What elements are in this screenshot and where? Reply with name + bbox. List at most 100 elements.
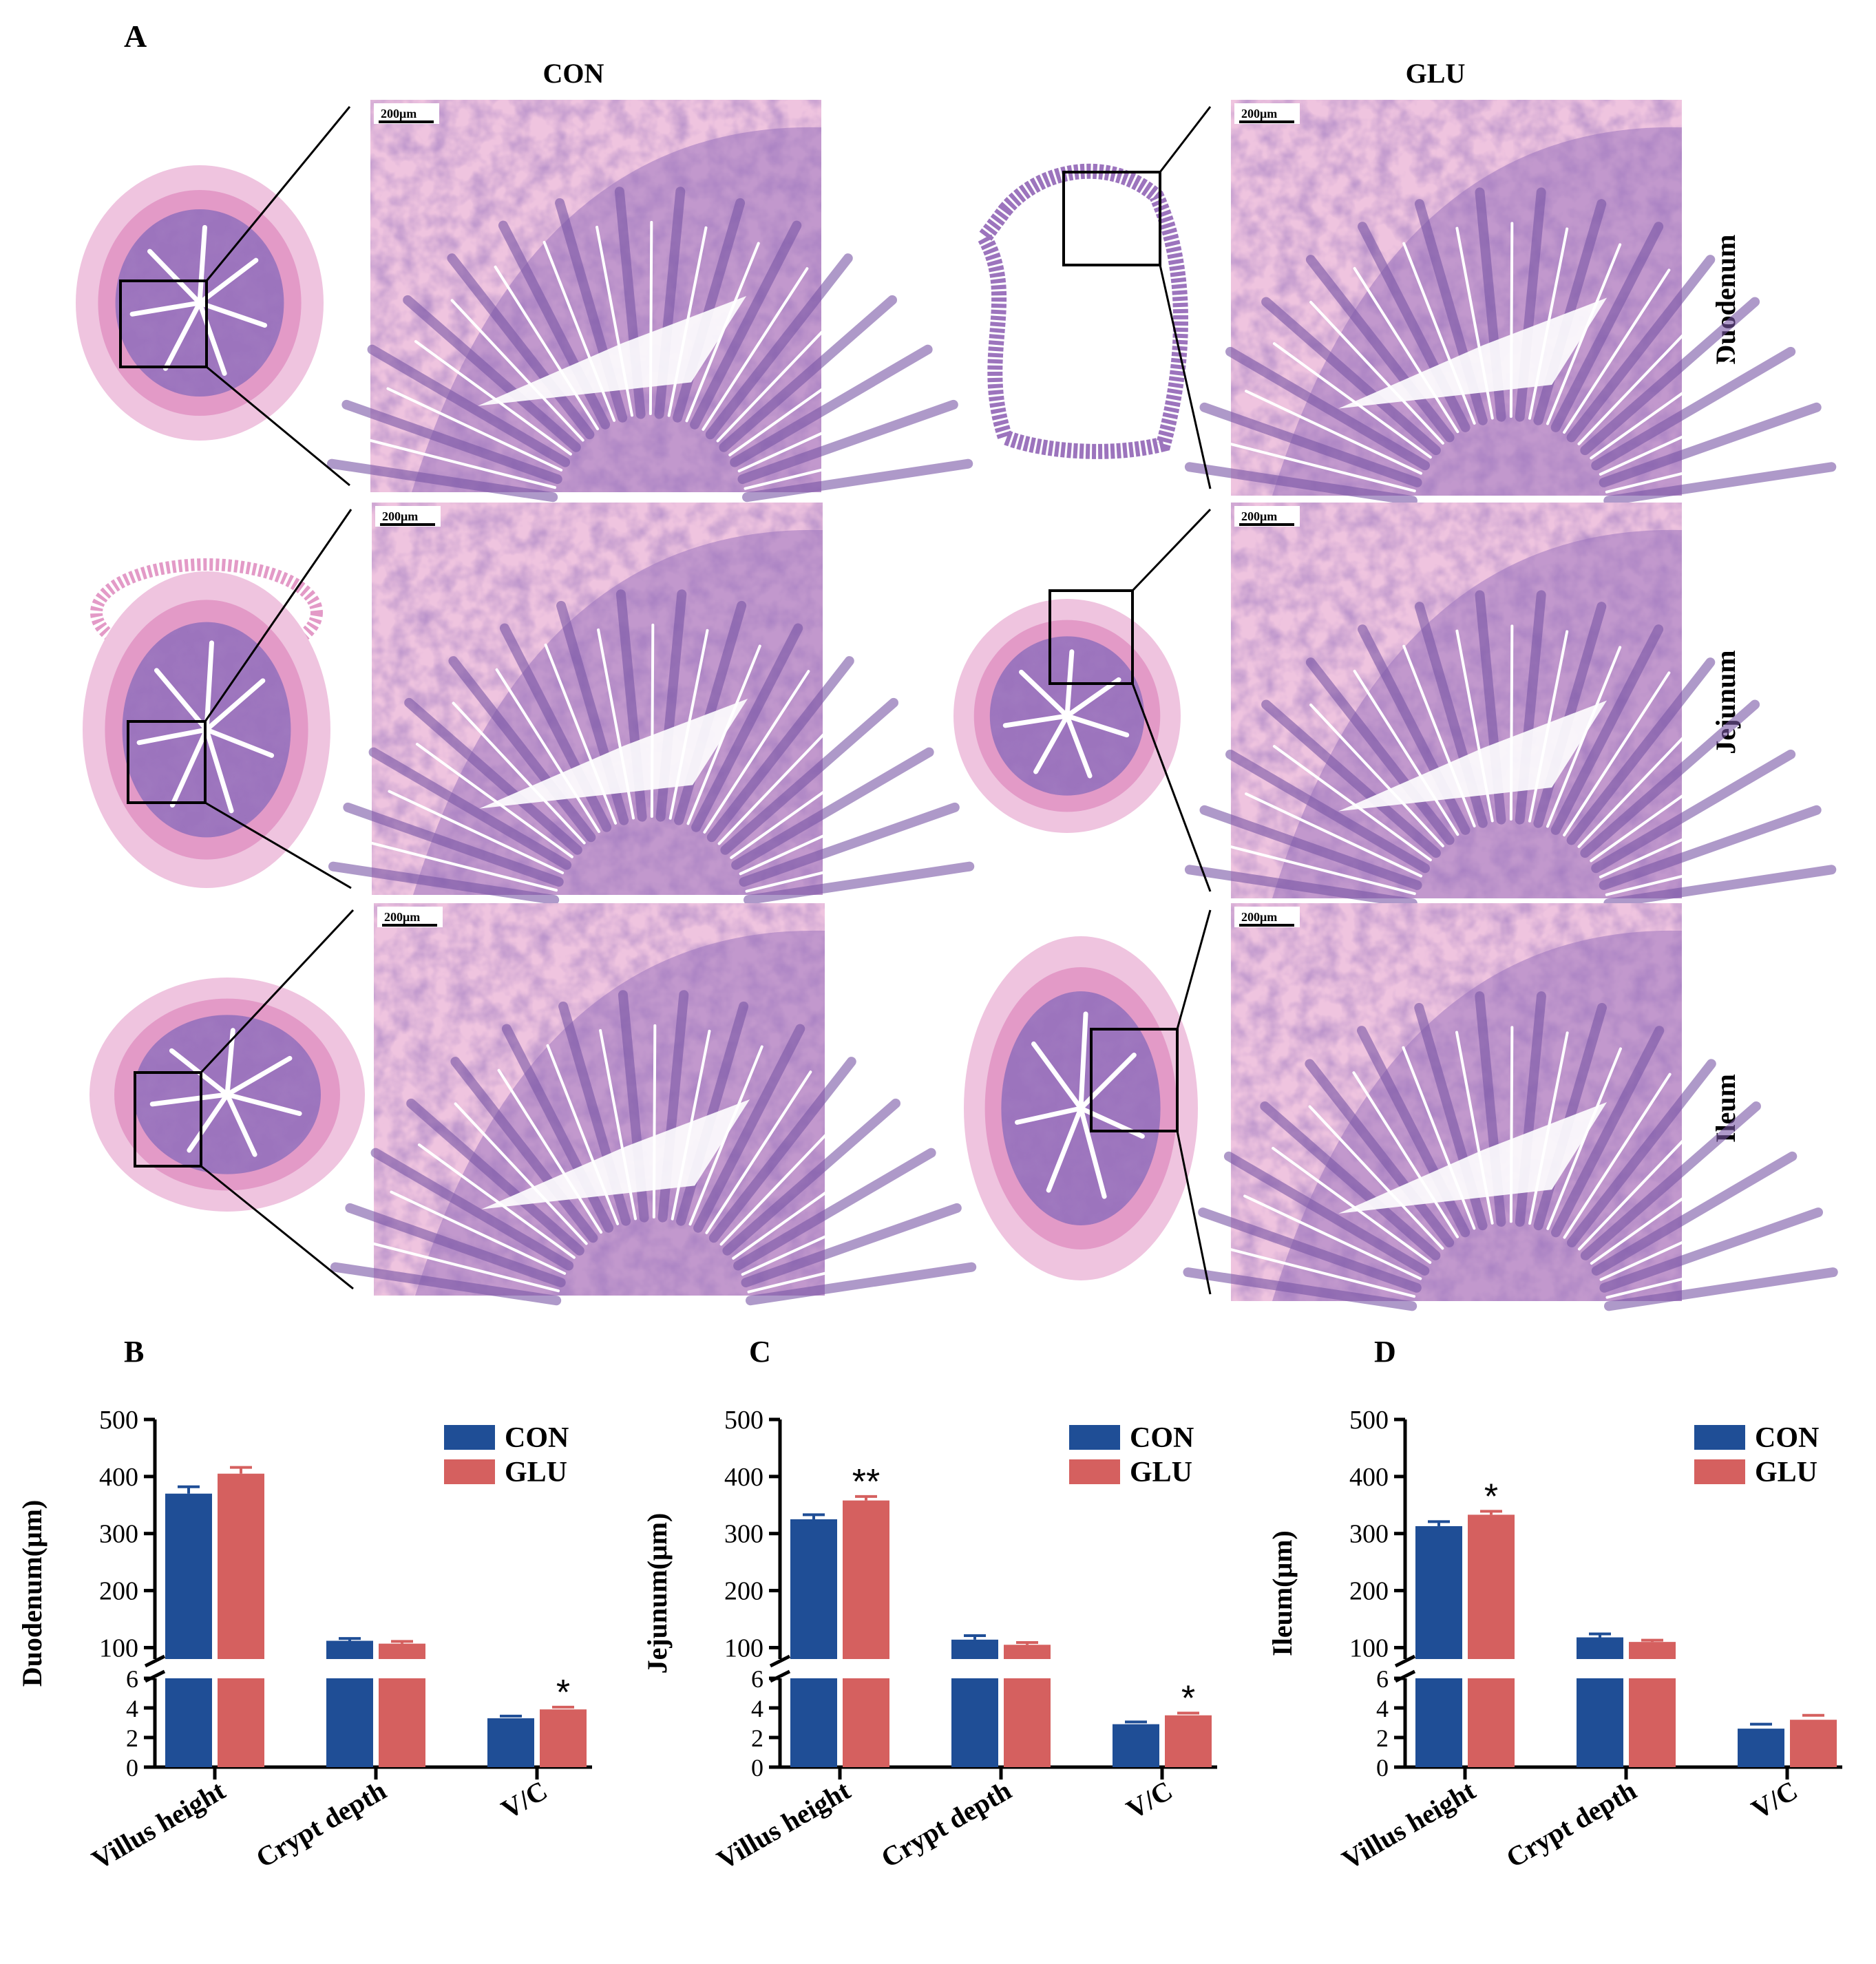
zoom-indicator bbox=[119, 106, 351, 487]
legend-swatch-con bbox=[444, 1425, 495, 1450]
legend-swatch-glu bbox=[444, 1459, 495, 1484]
bar-glu bbox=[1165, 1715, 1212, 1767]
bar-con-upper bbox=[165, 1493, 212, 1659]
bar-con-upper bbox=[1415, 1525, 1462, 1659]
scale-bar-label: 200μm bbox=[1241, 910, 1277, 924]
tissue-overview bbox=[89, 978, 365, 1212]
zoom-indicator bbox=[1090, 909, 1212, 1295]
micrograph: 200μm bbox=[1183, 903, 1838, 1318]
scale-bar-label: 200μm bbox=[381, 107, 417, 120]
y-tick-label: 300 bbox=[1349, 1520, 1389, 1549]
bar-con-upper bbox=[1577, 1637, 1623, 1659]
micrograph: 200μm bbox=[328, 503, 975, 911]
bar-con-lower bbox=[165, 1678, 212, 1767]
y-tick-label: 400 bbox=[99, 1463, 138, 1492]
legend-swatch-glu bbox=[1694, 1459, 1745, 1484]
scale-bar-label: 200μm bbox=[382, 509, 418, 523]
bar-glu-upper bbox=[1004, 1645, 1051, 1659]
bar-glu-lower bbox=[379, 1678, 425, 1767]
y-axis-label: Duodenum(μm) bbox=[17, 1500, 48, 1687]
tissue-overview bbox=[964, 936, 1198, 1280]
bar-con bbox=[487, 1718, 534, 1767]
bar-glu-upper bbox=[379, 1643, 425, 1659]
scale-bar-label: 200μm bbox=[1241, 509, 1277, 523]
micrograph: 200μm bbox=[326, 100, 973, 509]
significance-marker: * bbox=[1181, 1679, 1195, 1719]
bar-glu-lower bbox=[843, 1678, 889, 1767]
bar-glu-upper bbox=[843, 1500, 889, 1659]
y-tick-label: 0 bbox=[126, 1754, 138, 1782]
tissue-overview bbox=[975, 163, 1188, 459]
bar-glu bbox=[540, 1709, 587, 1767]
y-tick-label: 100 bbox=[1349, 1634, 1389, 1662]
bar-glu-lower bbox=[1468, 1678, 1515, 1767]
bar-glu-upper bbox=[1468, 1514, 1515, 1659]
y-tick-label: 2 bbox=[126, 1724, 138, 1752]
y-axis-label: Ileum(μm) bbox=[1267, 1530, 1298, 1656]
y-tick-label: 6 bbox=[126, 1665, 138, 1693]
tissue-overview bbox=[76, 165, 324, 441]
legend-label-con: CON bbox=[1755, 1422, 1819, 1454]
micrograph: 200μm bbox=[330, 903, 977, 1312]
segment-label-duodenum: Duodenum bbox=[1710, 235, 1741, 365]
bar-con bbox=[1738, 1729, 1784, 1767]
bar-glu-upper bbox=[218, 1473, 264, 1659]
y-axis-label: Jejunum(μm) bbox=[642, 1513, 673, 1674]
zoom-indicator bbox=[1062, 106, 1212, 489]
scale-bar-label: 200μm bbox=[1241, 107, 1277, 120]
panel-label: B bbox=[124, 1335, 144, 1369]
y-tick-label: 4 bbox=[126, 1695, 138, 1722]
bar-con-lower bbox=[1415, 1678, 1462, 1767]
y-tick-label: 200 bbox=[99, 1577, 138, 1606]
significance-marker: * bbox=[1484, 1477, 1498, 1517]
y-tick-label: 300 bbox=[99, 1520, 138, 1549]
y-tick-label: 6 bbox=[751, 1665, 763, 1693]
panel-label-a: A bbox=[124, 19, 147, 54]
tissue-overview bbox=[83, 558, 330, 888]
y-tick-label: 100 bbox=[724, 1634, 763, 1662]
tissue-overview bbox=[953, 599, 1181, 833]
axis-break-mark bbox=[144, 1654, 166, 1668]
y-tick-label: 400 bbox=[724, 1463, 763, 1492]
legend-swatch-con bbox=[1694, 1425, 1745, 1450]
x-tick-label: Villus height bbox=[1337, 1774, 1481, 1875]
axis-break-mark bbox=[1394, 1654, 1416, 1668]
micrograph: 200μm bbox=[1184, 100, 1837, 512]
y-tick-label: 200 bbox=[1349, 1577, 1389, 1606]
axis-break-mark bbox=[769, 1654, 791, 1668]
x-tick-label: Villus height bbox=[87, 1774, 231, 1875]
y-tick-label: 2 bbox=[1376, 1724, 1389, 1752]
x-tick-label: V/C bbox=[1121, 1775, 1177, 1825]
y-tick-label: 500 bbox=[1349, 1406, 1389, 1435]
bar-con-lower bbox=[1577, 1678, 1623, 1767]
y-tick-label: 4 bbox=[1376, 1695, 1389, 1722]
x-tick-label: Crypt depth bbox=[1501, 1775, 1641, 1874]
y-tick-label: 2 bbox=[751, 1724, 763, 1752]
x-tick-label: Crypt depth bbox=[251, 1775, 391, 1874]
y-tick-label: 0 bbox=[751, 1754, 763, 1782]
legend-swatch-glu bbox=[1069, 1459, 1120, 1484]
y-tick-label: 500 bbox=[724, 1406, 763, 1435]
zoom-indicator bbox=[1048, 508, 1212, 892]
x-tick-label: Villus height bbox=[712, 1774, 856, 1875]
legend-label-con: CON bbox=[1130, 1422, 1194, 1454]
y-tick-label: 6 bbox=[1376, 1665, 1389, 1693]
scale-bar-label: 200μm bbox=[384, 910, 420, 924]
group-label-con: CON bbox=[543, 58, 604, 89]
legend-label-glu: GLU bbox=[505, 1457, 567, 1488]
panel-label: D bbox=[1374, 1335, 1396, 1369]
bar-con-upper bbox=[326, 1640, 373, 1659]
y-tick-label: 0 bbox=[1376, 1754, 1389, 1782]
panel-label: C bbox=[749, 1335, 771, 1369]
bar-con-upper bbox=[951, 1639, 998, 1659]
group-label-glu: GLU bbox=[1406, 58, 1466, 89]
micrograph: 200μm bbox=[1184, 503, 1837, 915]
x-tick-label: V/C bbox=[1746, 1775, 1802, 1825]
significance-marker: * bbox=[556, 1673, 570, 1713]
legend-swatch-con bbox=[1069, 1425, 1120, 1450]
y-tick-label: 400 bbox=[1349, 1463, 1389, 1492]
significance-marker: ** bbox=[852, 1462, 880, 1502]
x-tick-label: V/C bbox=[496, 1775, 552, 1825]
